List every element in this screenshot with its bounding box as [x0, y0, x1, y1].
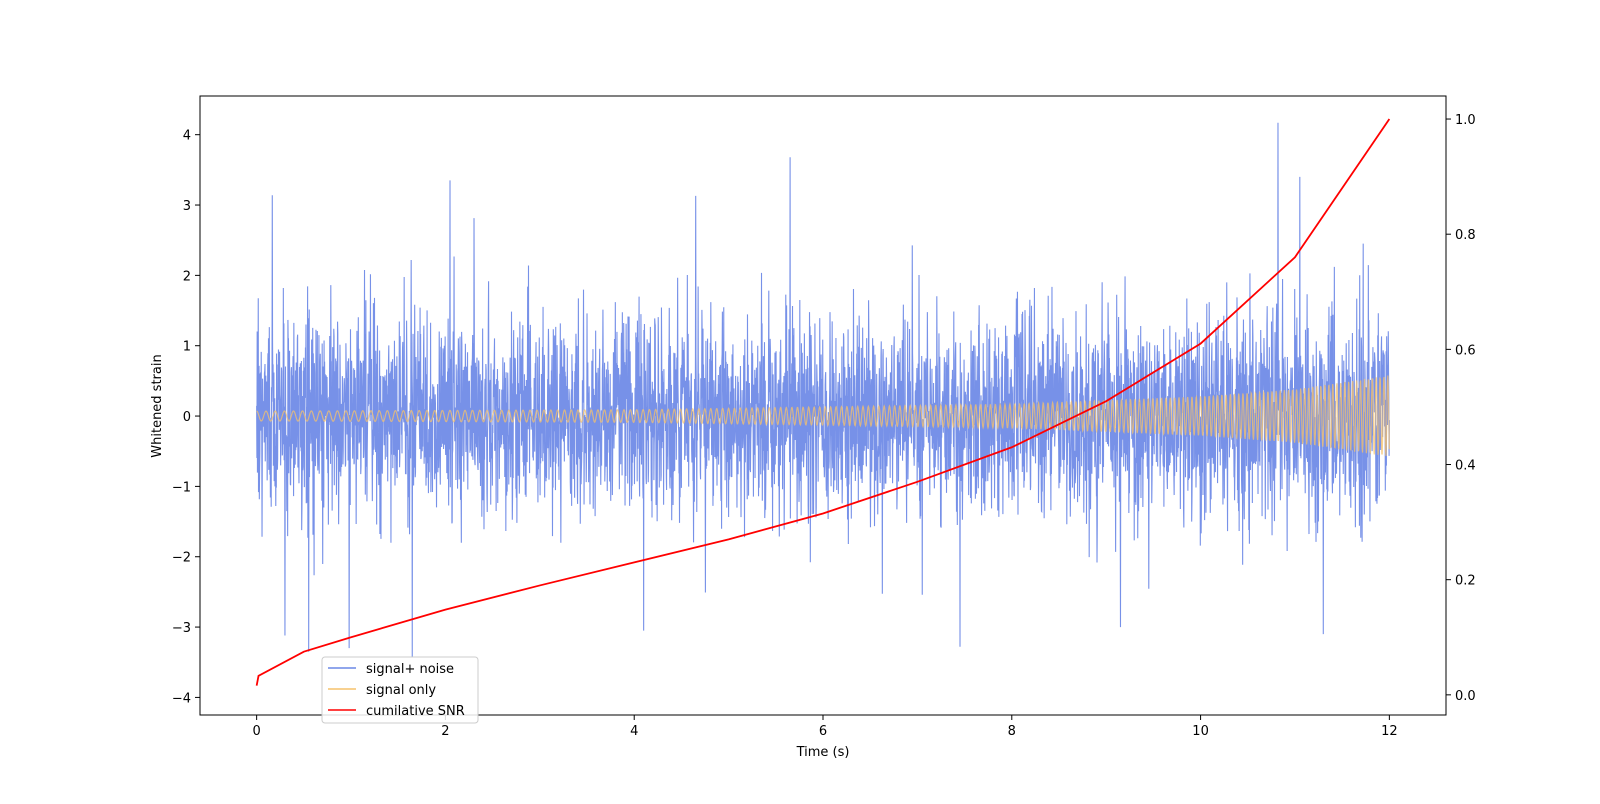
y-tick-label: 1 — [183, 340, 191, 355]
legend-box — [321, 656, 479, 724]
x-tick-label: 8 — [1008, 724, 1016, 739]
y2-tick-label: 1.0 — [1455, 113, 1476, 128]
x-tick-label: 10 — [1192, 724, 1209, 739]
y-tick-label: 2 — [183, 269, 191, 284]
y-tick-label: 3 — [183, 199, 191, 214]
series-cumulative-snr — [255, 118, 1391, 686]
y2-tick-label: 0.0 — [1455, 689, 1476, 704]
x-axis: 0 2 4 6 8 10 12 — [252, 715, 1398, 739]
y-tick-label: −4 — [172, 691, 191, 706]
y-axis-right: 0.0 0.2 0.4 0.6 0.8 1.0 — [1446, 113, 1476, 704]
legend: signal+ noise signal only cumilative SNR — [321, 656, 479, 724]
plot-area — [255, 118, 1391, 686]
y-axis-label: Whitened strain — [150, 354, 165, 457]
x-tick-label: 12 — [1381, 724, 1398, 739]
y-tick-label: −3 — [172, 621, 191, 636]
y2-tick-label: 0.2 — [1455, 574, 1476, 589]
x-tick-label: 6 — [819, 724, 827, 739]
x-tick-label: 0 — [252, 724, 260, 739]
y-tick-label: 4 — [183, 129, 191, 144]
y2-tick-label: 0.6 — [1455, 343, 1476, 358]
y2-tick-label: 0.8 — [1455, 228, 1476, 243]
legend-label-cumulative-snr: cumilative SNR — [366, 704, 465, 719]
y-tick-label: −2 — [172, 551, 191, 566]
y-axis-left: −4 −3 −2 −1 0 1 2 3 4 — [172, 129, 200, 706]
y-tick-label: −1 — [172, 480, 191, 495]
series-signal-noise — [256, 122, 1390, 657]
series-signal-only — [256, 375, 1390, 456]
x-tick-label: 2 — [441, 724, 449, 739]
y2-tick-label: 0.4 — [1455, 459, 1476, 474]
legend-label-signal-noise: signal+ noise — [366, 662, 454, 677]
legend-label-signal-only: signal only — [366, 683, 436, 698]
x-tick-label: 4 — [630, 724, 638, 739]
y-tick-label: 0 — [183, 410, 191, 425]
x-axis-label: Time (s) — [796, 745, 850, 760]
